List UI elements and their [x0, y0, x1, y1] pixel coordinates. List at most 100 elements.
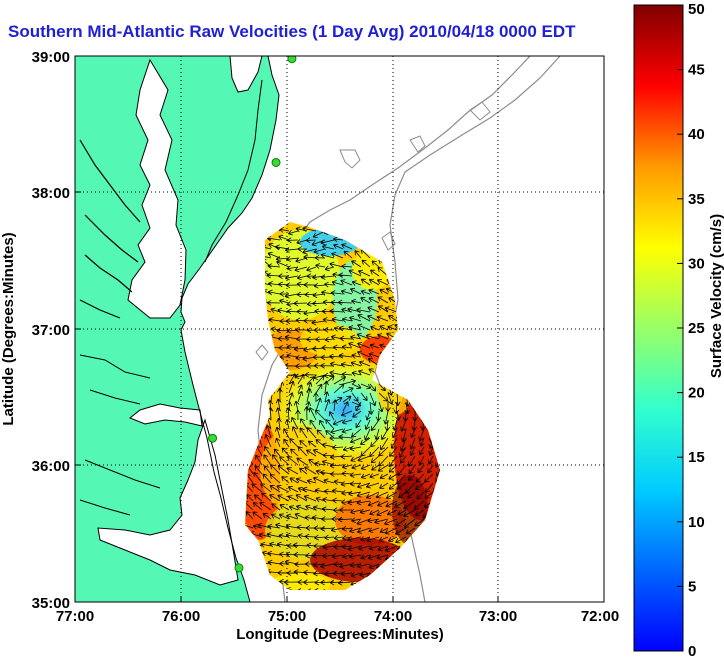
- velocity-arrow: [340, 279, 353, 286]
- velocity-arrow: [267, 559, 281, 566]
- velocity-arrow: [324, 336, 335, 343]
- velocity-arrow: [365, 333, 380, 340]
- velocity-arrow: [277, 387, 283, 403]
- velocity-arrow: [369, 383, 377, 392]
- velocity-arrow: [342, 387, 354, 394]
- velocity-arrow: [321, 244, 335, 250]
- velocity-arrow: [296, 239, 308, 245]
- velocity-arrow: [340, 361, 353, 368]
- velocity-arrow: [424, 491, 434, 499]
- velocity-arrow: [368, 563, 380, 570]
- velocity-field: [245, 222, 440, 590]
- velocity-arrow: [306, 388, 312, 403]
- velocity-arrow: [330, 299, 344, 306]
- velocity-arrow: [331, 488, 344, 494]
- velocity-arrow: [377, 545, 389, 552]
- velocity-arrow: [347, 536, 362, 542]
- velocity-arrow: [297, 384, 303, 394]
- velocity-arrow: [320, 239, 335, 246]
- velocity-arrow: [296, 588, 308, 590]
- velocity-arrow: [395, 518, 407, 527]
- velocity-arrow: [350, 480, 362, 487]
- velocity-arrow: [287, 229, 299, 236]
- velocity-arrow: [302, 486, 317, 493]
- velocity-arrow: [277, 307, 290, 314]
- y-tick-label: 36:00: [32, 458, 70, 475]
- velocity-arrow: [377, 333, 389, 340]
- velocity-arrow: [365, 410, 371, 421]
- velocity-arrow: [324, 265, 335, 272]
- velocity-arrow: [369, 509, 380, 516]
- velocity-arrow: [350, 455, 362, 462]
- velocity-arrow: [342, 525, 353, 532]
- velocity-arrow: [332, 344, 344, 351]
- velocity-arrow: [374, 518, 389, 525]
- velocity-arrow: [275, 426, 281, 439]
- velocity-arrow: [357, 313, 371, 322]
- velocity-arrow: [410, 428, 416, 439]
- velocity-arrow: [312, 300, 326, 307]
- velocity-arrow: [293, 551, 308, 558]
- velocity-arrow: [305, 504, 317, 511]
- velocity-arrow: [286, 256, 299, 262]
- x-tick-label: 75:00: [268, 608, 306, 625]
- velocity-arrow: [368, 278, 380, 286]
- velocity-arrow: [286, 543, 299, 549]
- velocity-arrow: [321, 442, 335, 449]
- velocity-arrow: [323, 391, 330, 403]
- velocity-arrow: [424, 473, 434, 483]
- velocity-arrow: [264, 434, 272, 448]
- velocity-arrow: [384, 527, 398, 535]
- velocity-arrow: [293, 346, 308, 352]
- velocity-arrow: [415, 473, 425, 483]
- velocity-arrow: [330, 428, 344, 435]
- velocity-arrow: [286, 352, 299, 359]
- velocity-arrow: [360, 446, 371, 457]
- velocity-arrow: [285, 532, 299, 539]
- velocity-arrow: [355, 401, 362, 412]
- velocity-arrow: [278, 344, 290, 351]
- velocity-arrow: [266, 299, 281, 306]
- velocity-arrow: [378, 446, 389, 457]
- velocity-arrow: [394, 500, 407, 508]
- velocity-arrow: [260, 483, 272, 493]
- velocity-arrow: [252, 502, 263, 511]
- velocity-arrow: [288, 380, 295, 394]
- velocity-arrow: [333, 561, 344, 568]
- velocity-arrow: [279, 456, 290, 466]
- velocity-arrow: [312, 476, 326, 484]
- velocity-arrow: [394, 527, 407, 535]
- velocity-arrow: [376, 554, 389, 560]
- velocity-arrow: [385, 401, 391, 412]
- velocity-arrow: [281, 447, 290, 457]
- velocity-arrow: [359, 571, 371, 578]
- velocity-arrow: [367, 314, 380, 322]
- velocity-arrow: [320, 362, 335, 369]
- velocity-arrow: [286, 265, 299, 272]
- velocity-arrow: [337, 516, 353, 523]
- velocity-arrow: [364, 419, 371, 430]
- y-tick-label: 37:00: [32, 322, 70, 339]
- velocity-arrow: [324, 281, 335, 288]
- velocity-arrow: [251, 483, 263, 493]
- velocity-arrow: [396, 482, 407, 490]
- velocity-arrow: [349, 445, 362, 452]
- velocity-arrow: [356, 491, 371, 498]
- velocity-arrow: [378, 536, 389, 542]
- velocity-arrow: [303, 346, 317, 353]
- velocity-arrow: [322, 544, 335, 550]
- velocity-arrow: [313, 327, 326, 333]
- velocity-arrow: [351, 464, 362, 470]
- velocity-arrow: [333, 383, 345, 394]
- velocity-arrow: [332, 272, 344, 278]
- colorbar-tick-label: 20: [688, 385, 705, 402]
- velocity-arrow: [296, 336, 308, 342]
- velocity-arrow: [287, 495, 299, 502]
- velocity-arrow: [321, 308, 335, 315]
- velocity-arrow: [324, 534, 335, 541]
- velocity-arrow: [408, 464, 416, 475]
- velocity-arrow: [381, 428, 389, 440]
- velocity-arrow: [300, 418, 308, 430]
- velocity-arrow: [271, 503, 281, 511]
- velocity-arrow: [284, 579, 299, 586]
